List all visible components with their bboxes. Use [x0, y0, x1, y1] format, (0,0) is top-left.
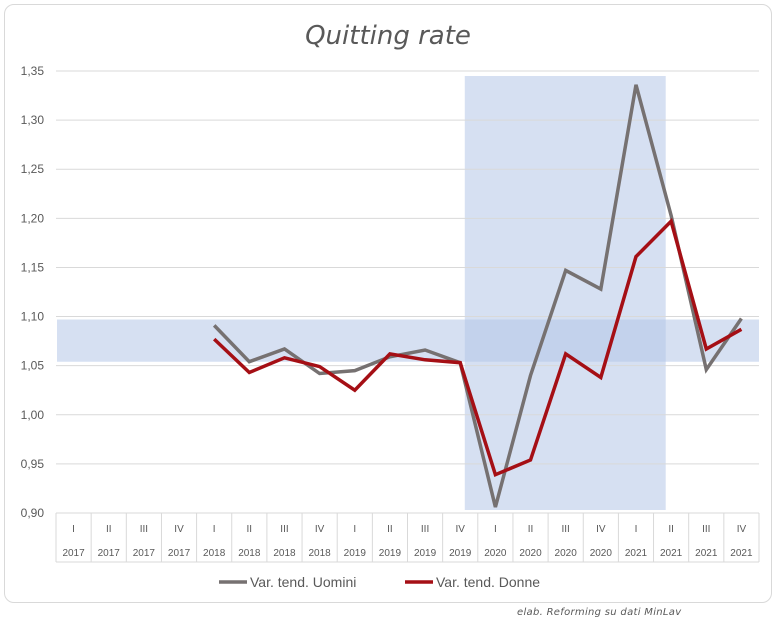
series-line-donne — [212, 217, 743, 478]
x-tick-quarter: I — [494, 524, 497, 535]
x-tick-quarter: IV — [455, 524, 465, 535]
x-tick-quarter: IV — [737, 524, 747, 535]
x-tick-quarter: III — [702, 524, 710, 535]
x-axis: I II III IV I II III IV I II III IV I II III IV I II III IV… — [55, 512, 760, 563]
y-axis: 0,90 0,95 1,00 1,05 1,10 1,15 1,20 1,25 1,30 1,35 — [21, 64, 45, 520]
y-tick-label: 1,20 — [21, 211, 45, 225]
y-tick-label: 1,15 — [21, 260, 45, 274]
x-tick-year: 2021 — [625, 548, 648, 559]
x-tick-year: 2019 — [414, 548, 437, 559]
x-tick-quarter: III — [280, 524, 288, 535]
x-tick-year: 2020 — [555, 548, 578, 559]
x-tick-quarter: III — [140, 524, 148, 535]
x-tick-quarter: II — [106, 524, 112, 535]
x-tick-quarter: I — [353, 524, 356, 535]
y-tick-label: 1,10 — [21, 310, 45, 324]
source-note: elab. Reforming su dati MinLav — [517, 607, 682, 618]
x-tick-year: 2021 — [695, 548, 718, 559]
x-tick-year: 2018 — [238, 548, 261, 559]
x-tick-quarter: I — [213, 524, 216, 535]
x-tick-quarter: I — [72, 524, 75, 535]
x-tick-year: 2019 — [379, 548, 402, 559]
y-tick-label: 1,00 — [21, 408, 45, 422]
x-tick-quarter: IV — [596, 524, 606, 535]
x-tick-quarter: IV — [315, 524, 325, 535]
x-tick-quarter: III — [562, 524, 570, 535]
highlight-band-vertical — [464, 76, 666, 510]
x-tick-year: 2018 — [309, 548, 332, 559]
highlight-bands — [57, 76, 759, 510]
x-tick-year: 2021 — [660, 548, 683, 559]
x-tick-year: 2017 — [133, 548, 156, 559]
x-tick-year: 2019 — [344, 548, 367, 559]
y-tick-label: 1,05 — [21, 359, 45, 373]
x-tick-quarter: III — [421, 524, 429, 535]
x-tick-year: 2017 — [168, 548, 191, 559]
x-tick-quarter: I — [635, 524, 638, 535]
legend-label: Var. tend. Donne — [436, 574, 540, 590]
y-tick-label: 1,35 — [21, 64, 45, 78]
x-tick-year: 2021 — [730, 548, 753, 559]
x-tick-year: 2017 — [98, 548, 121, 559]
legend-label: Var. tend. Uomini — [250, 574, 356, 590]
series-lines — [212, 84, 743, 508]
x-tick-year: 2018 — [273, 548, 296, 559]
gridlines — [56, 70, 759, 514]
x-tick-year: 2020 — [590, 548, 613, 559]
x-tick-year: 2019 — [449, 548, 472, 559]
x-tick-year: 2020 — [484, 548, 507, 559]
x-tick-quarter: II — [668, 524, 674, 535]
y-tick-label: 0,95 — [21, 457, 45, 471]
x-tick-quarter: II — [528, 524, 534, 535]
legend: Var. tend. Uomini Var. tend. Donne — [219, 574, 540, 590]
chart-title: Quitting rate — [305, 21, 471, 51]
x-tick-year: 2018 — [203, 548, 226, 559]
x-tick-quarter: IV — [174, 524, 184, 535]
x-tick-year: 2017 — [62, 548, 85, 559]
x-tick-quarter: II — [387, 524, 393, 535]
y-tick-label: 1,30 — [21, 113, 45, 127]
y-tick-label: 0,90 — [21, 506, 45, 520]
x-tick-year: 2020 — [519, 548, 542, 559]
x-tick-quarter: II — [247, 524, 253, 535]
y-tick-label: 1,25 — [21, 162, 45, 176]
